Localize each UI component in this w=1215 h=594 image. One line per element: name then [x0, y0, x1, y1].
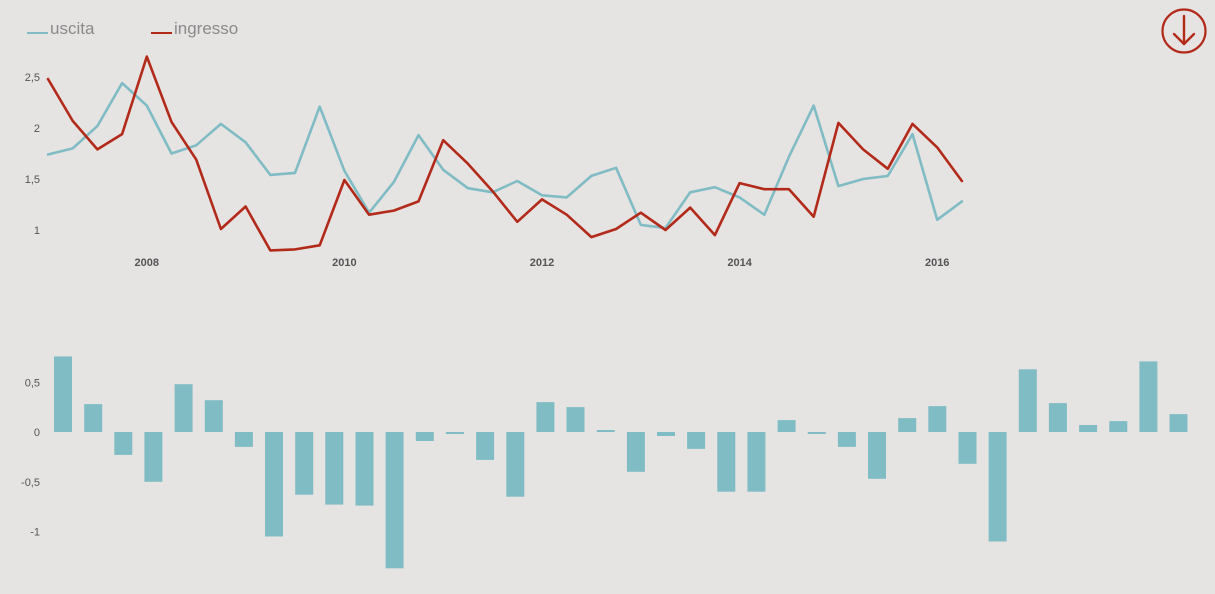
bar [566, 407, 585, 432]
line-y-tick-label: 1 [34, 225, 40, 237]
download-button[interactable] [1161, 8, 1207, 54]
arrow-down-circle-icon [1172, 14, 1196, 46]
line-y-tick-label: 1,5 [25, 174, 40, 186]
line-x-tick-label: 2008 [135, 257, 159, 269]
bar [657, 432, 675, 436]
bar [174, 384, 193, 432]
line-x-axis: 2008 2010 2012 2014 2016 [135, 257, 950, 269]
line-y-axis: 1 1,5 2 2,5 [25, 72, 40, 237]
bar [1079, 425, 1098, 432]
line-x-tick-label: 2012 [530, 257, 554, 269]
line-x-tick-label: 2010 [332, 257, 356, 269]
line-y-tick-label: 2 [34, 123, 40, 135]
bar [415, 432, 434, 441]
bar-y-tick-label: 0,5 [25, 377, 40, 389]
bar [837, 432, 856, 447]
bar [54, 356, 72, 432]
bar [868, 432, 886, 479]
line-x-tick-label: 2014 [727, 257, 752, 269]
bar [445, 432, 464, 434]
bar [596, 430, 615, 432]
bar [385, 432, 404, 569]
bar [1048, 403, 1067, 432]
bar [717, 432, 736, 492]
bar [265, 432, 283, 537]
line-series-group [46, 55, 964, 252]
bar [1018, 369, 1037, 432]
bar [988, 432, 1007, 542]
bar [204, 400, 223, 432]
bar [958, 432, 977, 464]
bar [898, 418, 917, 432]
bar-y-tick-label: -1 [30, 527, 40, 539]
series-line-uscita [46, 81, 964, 230]
bar [747, 432, 766, 492]
bar-y-axis: 0,5 0 -0,5 -1 [21, 377, 40, 538]
line-y-tick-label: 2,5 [25, 72, 40, 84]
bar-y-tick-label: 0 [34, 427, 40, 439]
bar [687, 432, 706, 449]
bar-series [54, 356, 1188, 569]
series-line-ingresso [46, 55, 964, 252]
bar [928, 406, 947, 432]
bar [807, 432, 826, 434]
bar-y-tick-label: -0,5 [21, 477, 40, 489]
bar [1139, 361, 1158, 432]
line-x-tick-label: 2016 [925, 257, 949, 269]
bar [84, 404, 103, 432]
download-circle [1161, 8, 1207, 54]
bar [626, 432, 645, 472]
bar [114, 432, 133, 455]
bar [536, 402, 555, 432]
legend-label-uscita: uscita [50, 19, 95, 38]
bar [355, 432, 374, 506]
bar [295, 432, 314, 495]
bar [1169, 414, 1188, 432]
bar [506, 432, 525, 497]
bar [325, 432, 344, 505]
legend-label-ingresso: ingresso [174, 19, 238, 38]
bar [777, 420, 796, 432]
legend: uscita ingresso [27, 19, 238, 38]
bar [476, 432, 495, 460]
line-chart: 1 1,5 2 2,5 2008 2010 2012 2014 2016 [25, 55, 964, 269]
bar [234, 432, 253, 447]
bar [1109, 421, 1128, 432]
bar [144, 432, 163, 482]
bar-chart: 0,5 0 -0,5 -1 [21, 356, 1188, 569]
